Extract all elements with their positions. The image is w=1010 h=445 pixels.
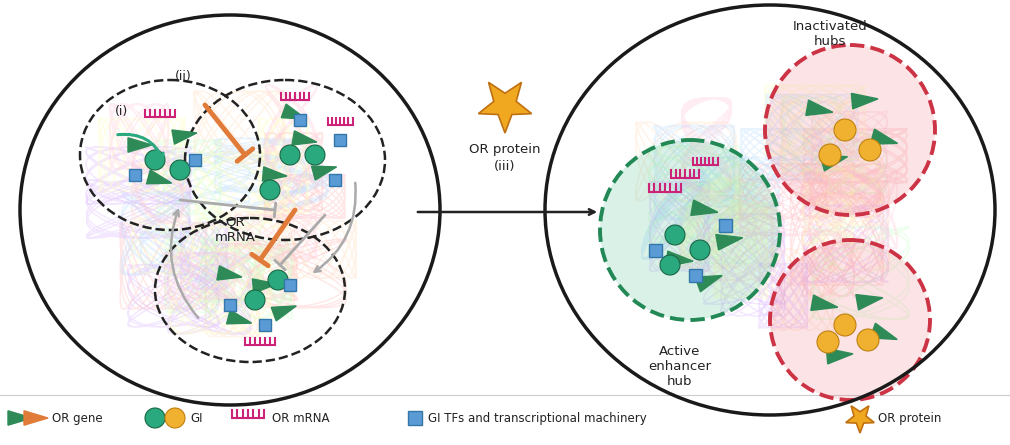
Polygon shape [217,266,241,280]
Polygon shape [24,411,48,425]
Polygon shape [806,100,833,115]
Circle shape [260,180,280,200]
Circle shape [280,145,300,165]
Text: Active
enhancer
hub: Active enhancer hub [648,345,711,388]
FancyBboxPatch shape [259,319,271,331]
Polygon shape [667,251,693,267]
Polygon shape [811,295,838,311]
FancyBboxPatch shape [294,114,306,126]
Text: OR protein: OR protein [470,143,540,156]
FancyBboxPatch shape [224,299,236,311]
Circle shape [819,144,841,166]
Text: OR gene: OR gene [52,412,103,425]
Ellipse shape [545,5,995,415]
Polygon shape [281,104,306,119]
FancyBboxPatch shape [334,134,346,146]
Polygon shape [855,295,883,310]
Polygon shape [845,406,875,433]
Circle shape [834,314,856,336]
Circle shape [600,140,780,320]
Circle shape [765,45,935,215]
Circle shape [245,290,265,310]
Circle shape [660,255,680,275]
Polygon shape [226,310,251,324]
Text: (iii): (iii) [494,160,516,173]
FancyBboxPatch shape [284,279,296,291]
FancyBboxPatch shape [189,154,201,166]
Text: (i): (i) [115,105,128,118]
Circle shape [817,331,839,353]
Polygon shape [695,275,722,292]
Circle shape [170,160,190,180]
Circle shape [857,329,879,351]
Circle shape [268,270,288,290]
Text: OR protein: OR protein [878,412,941,425]
Polygon shape [311,166,336,180]
Polygon shape [871,129,898,144]
Text: GI: GI [190,412,202,425]
FancyBboxPatch shape [129,169,141,181]
FancyBboxPatch shape [718,218,731,231]
FancyBboxPatch shape [329,174,341,186]
Polygon shape [272,306,296,321]
Polygon shape [479,82,531,133]
FancyBboxPatch shape [648,243,662,256]
Text: OR
mRNA: OR mRNA [214,216,256,244]
Circle shape [690,240,710,260]
Ellipse shape [20,15,440,405]
Polygon shape [826,348,853,364]
Polygon shape [716,235,742,250]
Text: Inactivated
hubs: Inactivated hubs [793,20,868,48]
Polygon shape [146,170,172,184]
Text: GI TFs and transcriptional machinery: GI TFs and transcriptional machinery [428,412,646,425]
Polygon shape [691,200,718,215]
Text: OR mRNA: OR mRNA [272,412,329,425]
Polygon shape [851,93,878,109]
Text: (ii): (ii) [175,70,192,83]
Circle shape [145,150,165,170]
Polygon shape [263,167,287,181]
Circle shape [305,145,325,165]
Circle shape [858,139,881,161]
Circle shape [145,408,165,428]
FancyBboxPatch shape [408,411,422,425]
Polygon shape [128,138,152,152]
Polygon shape [8,411,32,425]
Polygon shape [252,279,277,293]
Polygon shape [871,323,897,340]
FancyBboxPatch shape [689,268,702,282]
Polygon shape [172,130,197,144]
Circle shape [165,408,185,428]
Polygon shape [820,156,847,171]
Circle shape [834,119,856,141]
Polygon shape [292,131,317,145]
Circle shape [665,225,685,245]
Circle shape [770,240,930,400]
